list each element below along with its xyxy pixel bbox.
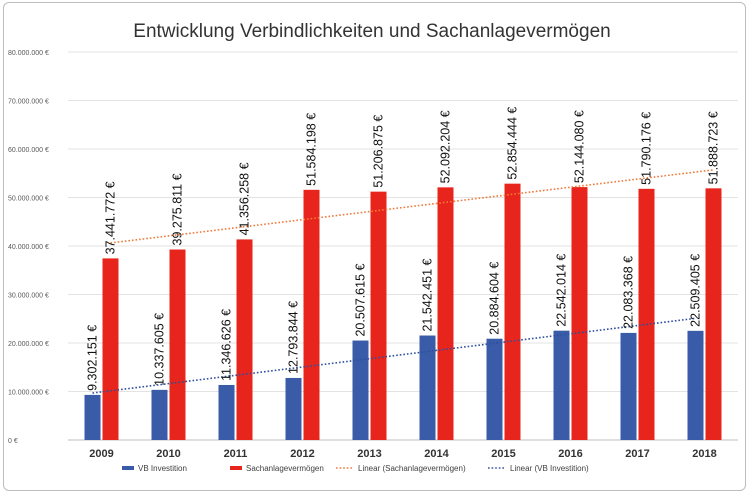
data-label: 22.542.014 €: [555, 254, 569, 327]
data-label: 37.441.772 €: [104, 181, 118, 254]
data-label: 41.356.258 €: [238, 162, 252, 235]
data-label: 22.083.368 €: [622, 256, 636, 329]
legend-item-sachanlagevermoegen: Sachanlagevermögen: [230, 464, 324, 473]
bar-vb-investition: [620, 332, 637, 440]
legend-label: VB Investition: [138, 464, 187, 473]
data-labels: 9.302.151 € 37.441.772 € 10.337.605 € 39.27…: [86, 107, 721, 391]
legend-item-vb-investition: VB Investition: [122, 464, 187, 473]
legend-label: Sachanlagevermögen: [246, 464, 324, 473]
y-tick-label: 20.000.000 €: [8, 341, 49, 348]
bar-vb-investition: [151, 389, 168, 440]
legend-item-linear-vb-investition: Linear (VB Investition): [488, 464, 589, 473]
bar-sachanlagevermoegen: [303, 189, 320, 440]
bar-vb-investition: [84, 394, 101, 440]
x-tick-label: 2017: [625, 448, 649, 460]
x-tick-label: 2010: [156, 448, 180, 460]
x-tick-label: 2015: [491, 448, 515, 460]
x-tick-label: 2014: [424, 448, 449, 460]
bar-sachanlagevermoegen: [638, 188, 655, 440]
gridlines: [68, 51, 738, 441]
x-axis-ticks: 2009 2010 2011 2012 2013 2014 2015 2016 2017 2018: [89, 448, 716, 460]
data-label: 51.790.176 €: [640, 112, 654, 185]
trendlines: [92, 169, 714, 394]
x-tick-label: 2013: [357, 448, 381, 460]
data-label: 10.337.605 €: [153, 313, 167, 386]
bar-sachanlagevermoegen: [504, 183, 521, 440]
y-tick-label: 40.000.000 €: [8, 244, 49, 251]
y-tick-label: 0 €: [8, 438, 18, 445]
y-tick-label: 30.000.000 €: [8, 293, 49, 300]
x-tick-label: 2018: [692, 448, 716, 460]
bar-sachanlagevermoegen: [705, 188, 722, 440]
data-label: 39.275.811 €: [171, 173, 185, 245]
bar-sachanlagevermoegen: [236, 239, 253, 440]
x-tick-label: 2009: [89, 448, 113, 460]
data-label: 51.584.198 €: [305, 113, 319, 186]
x-tick-label: 2012: [290, 448, 314, 460]
y-tick-label: 80.000.000 €: [8, 50, 49, 57]
y-tick-label: 50.000.000 €: [8, 196, 49, 203]
data-label: 51.206.875 €: [372, 115, 386, 188]
y-tick-label: 70.000.000 €: [8, 99, 49, 106]
bar-sachanlagevermoegen: [437, 187, 454, 440]
data-label: 52.144.080 €: [573, 110, 587, 183]
y-axis-ticks: 0 € 10.000.000 € 20.000.000 € 30.000.000 € 4…: [8, 50, 49, 445]
x-tick-label: 2011: [224, 448, 248, 460]
data-label: 22.509.405 €: [689, 254, 703, 327]
data-label: 20.507.615 €: [354, 264, 368, 337]
legend: VB Investition Sachanlagevermögen Linear (…: [122, 464, 589, 473]
x-tick-label: 2016: [558, 448, 582, 460]
legend-swatch: [122, 466, 134, 470]
legend-label: Linear (Sachanlagevermögen): [358, 464, 466, 473]
data-label: 52.854.444 €: [506, 107, 520, 180]
data-label: 20.884.604 €: [488, 262, 502, 335]
bar-vb-investition: [687, 330, 704, 440]
data-label: 51.888.723 €: [707, 111, 721, 184]
trendline-sachanlagevermoegen: [110, 169, 714, 244]
legend-label: Linear (VB Investition): [510, 464, 589, 473]
trendline-vb-investition: [92, 317, 696, 394]
legend-swatch: [230, 466, 242, 470]
bar-vb-investition: [352, 340, 369, 440]
bars: [84, 183, 722, 440]
bar-vb-investition: [218, 384, 235, 440]
data-label: 11.346.626 €: [220, 309, 234, 381]
bar-sachanlagevermoegen: [370, 191, 387, 440]
chart-title: Entwicklung Verbindlichkeiten und Sachan…: [133, 21, 610, 42]
bar-sachanlagevermoegen: [571, 187, 588, 440]
data-label: 21.542.451 €: [421, 258, 435, 331]
legend-item-linear-sachanlagevermoegen: Linear (Sachanlagevermögen): [336, 464, 466, 473]
y-tick-label: 60.000.000 €: [8, 147, 49, 154]
bar-vb-investition: [553, 330, 570, 440]
bar-vb-investition: [285, 377, 302, 440]
bar-vb-investition: [419, 335, 436, 440]
data-label: 9.302.151 €: [86, 325, 100, 391]
data-label: 12.793.844 €: [287, 301, 301, 374]
bar-vb-investition: [486, 338, 503, 440]
bar-sachanlagevermoegen: [102, 258, 119, 440]
bar-sachanlagevermoegen: [169, 249, 186, 440]
data-label: 52.092.204 €: [439, 110, 453, 183]
y-tick-label: 10.000.000 €: [8, 390, 49, 397]
